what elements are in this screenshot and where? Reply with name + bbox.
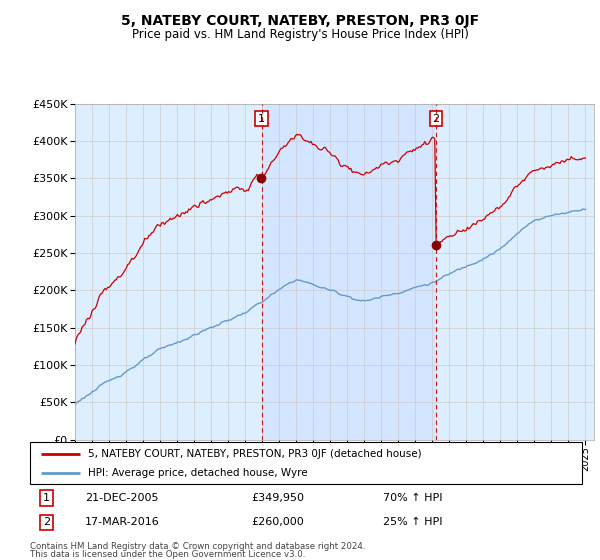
Text: 1: 1 <box>43 493 50 503</box>
Text: 25% ↑ HPI: 25% ↑ HPI <box>383 517 443 528</box>
Text: 70% ↑ HPI: 70% ↑ HPI <box>383 493 443 503</box>
Text: £349,950: £349,950 <box>251 493 304 503</box>
Text: 21-DEC-2005: 21-DEC-2005 <box>85 493 158 503</box>
FancyBboxPatch shape <box>30 442 582 484</box>
Text: Price paid vs. HM Land Registry's House Price Index (HPI): Price paid vs. HM Land Registry's House … <box>131 28 469 41</box>
Text: £260,000: £260,000 <box>251 517 304 528</box>
Text: 2: 2 <box>433 114 439 124</box>
Text: Contains HM Land Registry data © Crown copyright and database right 2024.: Contains HM Land Registry data © Crown c… <box>30 542 365 551</box>
Bar <box>262 104 436 440</box>
Text: 2: 2 <box>43 517 50 528</box>
Text: 17-MAR-2016: 17-MAR-2016 <box>85 517 160 528</box>
Text: 5, NATEBY COURT, NATEBY, PRESTON, PR3 0JF: 5, NATEBY COURT, NATEBY, PRESTON, PR3 0J… <box>121 14 479 28</box>
Text: 1: 1 <box>258 114 265 124</box>
Text: HPI: Average price, detached house, Wyre: HPI: Average price, detached house, Wyre <box>88 468 308 478</box>
Text: 5, NATEBY COURT, NATEBY, PRESTON, PR3 0JF (detached house): 5, NATEBY COURT, NATEBY, PRESTON, PR3 0J… <box>88 449 422 459</box>
Text: This data is licensed under the Open Government Licence v3.0.: This data is licensed under the Open Gov… <box>30 550 305 559</box>
